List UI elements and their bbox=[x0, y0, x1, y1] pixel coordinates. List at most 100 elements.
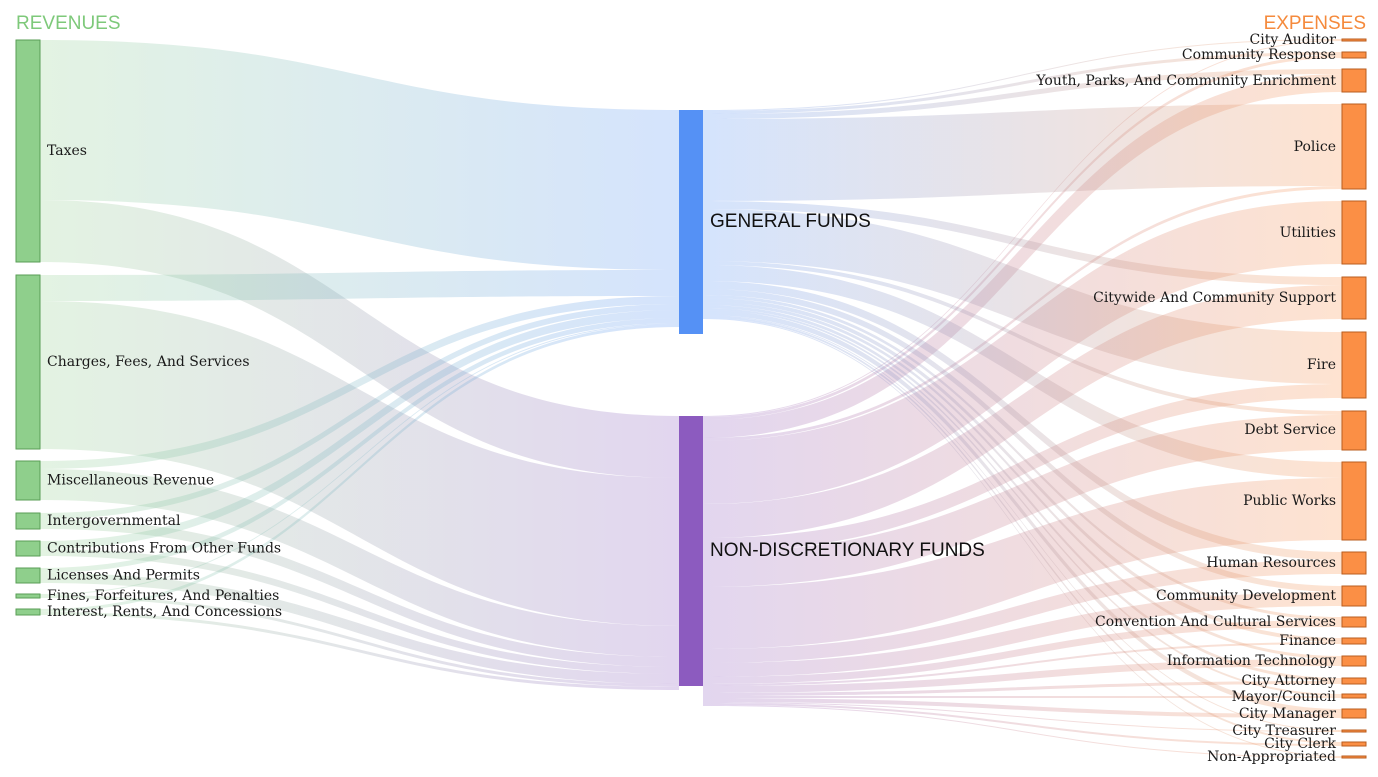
link-non-discretionary-funds-to-city-treasurer bbox=[703, 702, 1342, 732]
fund-node-non-discretionary-funds bbox=[679, 416, 703, 686]
expense-node-convention-and-cultural-services bbox=[1341, 616, 1367, 628]
expense-node-human-resources bbox=[1341, 551, 1367, 575]
link-miscellaneous-revenue-to-general-funds bbox=[40, 296, 679, 469]
expense-node-fire bbox=[1341, 331, 1367, 399]
link-general-funds-to-city-auditor bbox=[703, 39, 1342, 111]
link-non-discretionary-funds-to-citywide-and-community-support bbox=[703, 285, 1342, 538]
expense-label-city-attorney: City Attorney bbox=[1241, 673, 1336, 689]
flow-nodes bbox=[15, 38, 1367, 759]
link-interest-rents-and-concessions-to-general-funds bbox=[40, 324, 679, 612]
revenue-node-miscellaneous-revenue bbox=[15, 460, 41, 501]
revenue-label-fines-forfeitures-and-penalties: Fines, Forfeitures, And Penalties bbox=[47, 588, 279, 604]
revenue-label-intergovernmental: Intergovernmental bbox=[47, 513, 181, 529]
revenue-node-fines-forfeitures-and-penalties bbox=[15, 593, 41, 599]
link-general-funds-to-city-attorney bbox=[703, 305, 1342, 681]
link-general-funds-to-fire bbox=[703, 209, 1342, 384]
link-contributions-from-other-funds-to-non-discretionary-funds bbox=[40, 549, 679, 674]
expense-node-public-works bbox=[1341, 461, 1367, 541]
fund-label-general-funds: GENERAL FUNDS bbox=[710, 211, 871, 232]
link-non-discretionary-funds-to-youth-parks-and-community-enrichment bbox=[703, 74, 1342, 438]
link-general-funds-to-public-works bbox=[703, 265, 1342, 478]
link-general-funds-to-information-technology bbox=[703, 302, 1342, 659]
link-general-funds-to-city-manager bbox=[703, 310, 1342, 714]
revenue-label-interest-rents-and-concessions: Interest, Rents, And Concessions bbox=[47, 604, 282, 620]
link-general-funds-to-police bbox=[703, 104, 1342, 201]
link-general-funds-to-human-resources bbox=[703, 281, 1342, 560]
link-non-discretionary-funds-to-city-manager bbox=[703, 698, 1342, 718]
link-fines-forfeitures-and-penalties-to-non-discretionary-funds bbox=[40, 595, 679, 687]
expense-label-city-clerk: City Clerk bbox=[1264, 736, 1336, 752]
fund-label-non-discretionary-funds: NON-DISCRETIONARY FUNDS bbox=[710, 540, 985, 561]
expense-label-utilities: Utilities bbox=[1280, 225, 1336, 241]
expense-node-youth-parks-and-community-enrichment bbox=[1341, 68, 1367, 93]
expense-label-citywide-and-community-support: Citywide And Community Support bbox=[1093, 290, 1336, 306]
link-fines-forfeitures-and-penalties-to-general-funds bbox=[40, 323, 679, 595]
expense-node-debt-service bbox=[1341, 410, 1367, 451]
link-non-discretionary-funds-to-convention-and-cultural-services bbox=[703, 620, 1342, 684]
expense-label-community-response: Community Response bbox=[1182, 47, 1336, 63]
link-non-discretionary-funds-to-city-attorney bbox=[703, 681, 1342, 696]
link-taxes-to-general-funds bbox=[40, 40, 679, 270]
link-contributions-from-other-funds-to-general-funds bbox=[40, 310, 679, 549]
link-charges-fees-and-services-to-non-discretionary-funds bbox=[40, 301, 679, 626]
expense-node-city-auditor bbox=[1341, 38, 1367, 42]
link-general-funds-to-debt-service bbox=[703, 261, 1342, 415]
link-non-discretionary-funds-to-community-development bbox=[703, 592, 1342, 677]
link-general-funds-to-citywide-and-community-support bbox=[703, 201, 1342, 285]
revenue-node-charges-fees-and-services bbox=[15, 274, 41, 450]
expenses-header: EXPENSES bbox=[1264, 13, 1366, 34]
expense-label-city-manager: City Manager bbox=[1239, 706, 1336, 722]
revenue-label-miscellaneous-revenue: Miscellaneous Revenue bbox=[47, 473, 214, 489]
expense-node-citywide-and-community-support bbox=[1341, 276, 1367, 320]
link-general-funds-to-city-clerk bbox=[703, 316, 1342, 744]
flow-labels: Taxes Charges, Fees, And Services Miscella… bbox=[47, 32, 1337, 765]
link-general-funds-to-city-treasurer bbox=[703, 315, 1342, 731]
expense-node-mayor-council bbox=[1341, 693, 1367, 699]
expense-node-city-clerk bbox=[1341, 741, 1367, 747]
expense-node-city-manager bbox=[1341, 708, 1367, 719]
revenue-node-contributions-from-other-funds bbox=[15, 540, 41, 557]
link-general-funds-to-convention-and-cultural-services bbox=[703, 295, 1342, 620]
expense-node-city-attorney bbox=[1341, 677, 1367, 685]
revenue-node-interest-rents-and-concessions bbox=[15, 608, 41, 616]
link-non-discretionary-funds-to-human-resources bbox=[703, 560, 1342, 663]
link-non-discretionary-funds-to-non-appropriated bbox=[703, 705, 1342, 758]
link-interest-rents-and-concessions-to-non-discretionary-funds bbox=[40, 612, 679, 690]
expense-label-debt-service: Debt Service bbox=[1244, 422, 1336, 438]
expense-label-mayor-council: Mayor/Council bbox=[1232, 689, 1337, 705]
link-general-funds-to-community-response bbox=[703, 52, 1342, 114]
flow-links bbox=[40, 39, 1342, 758]
expense-node-community-response bbox=[1341, 51, 1367, 59]
link-intergovernmental-to-non-discretionary-funds bbox=[40, 519, 679, 667]
expense-label-city-auditor: City Auditor bbox=[1250, 32, 1337, 48]
expense-label-information-technology: Information Technology bbox=[1167, 653, 1336, 669]
expense-label-fire: Fire bbox=[1307, 357, 1336, 373]
expense-node-finance bbox=[1341, 637, 1367, 645]
expense-label-convention-and-cultural-services: Convention And Cultural Services bbox=[1095, 614, 1336, 630]
expense-label-police: Police bbox=[1294, 139, 1336, 155]
link-general-funds-to-non-appropriated bbox=[703, 318, 1342, 757]
fund-node-general-funds bbox=[679, 110, 703, 334]
expense-label-finance: Finance bbox=[1279, 633, 1336, 649]
expense-node-community-development bbox=[1341, 585, 1367, 607]
expense-label-public-works: Public Works bbox=[1243, 493, 1336, 509]
revenue-label-taxes: Taxes bbox=[47, 143, 87, 159]
link-intergovernmental-to-general-funds bbox=[40, 304, 679, 519]
revenue-label-licenses-and-permits: Licenses And Permits bbox=[47, 568, 200, 584]
link-general-funds-to-community-development bbox=[703, 289, 1342, 592]
expense-label-youth-parks-and-community-enrichment: Youth, Parks, And Community Enrichment bbox=[1035, 73, 1336, 89]
revenue-label-contributions-from-other-funds: Contributions From Other Funds bbox=[47, 541, 281, 557]
link-non-discretionary-funds-to-city-clerk bbox=[703, 703, 1342, 746]
link-non-discretionary-funds-to-city-auditor bbox=[703, 40, 1342, 417]
link-non-discretionary-funds-to-finance bbox=[703, 642, 1342, 686]
link-general-funds-to-youth-parks-and-community-enrichment bbox=[703, 69, 1342, 119]
link-taxes-to-non-discretionary-funds bbox=[40, 200, 679, 478]
expense-label-city-treasurer: City Treasurer bbox=[1232, 723, 1336, 739]
expense-node-city-treasurer bbox=[1341, 729, 1367, 733]
link-charges-fees-and-services-to-general-funds bbox=[40, 270, 679, 301]
expense-node-non-appropriated bbox=[1341, 755, 1367, 759]
expense-node-utilities bbox=[1341, 200, 1367, 265]
revenue-node-intergovernmental bbox=[15, 512, 41, 530]
link-licenses-and-permits-to-general-funds bbox=[40, 318, 679, 573]
